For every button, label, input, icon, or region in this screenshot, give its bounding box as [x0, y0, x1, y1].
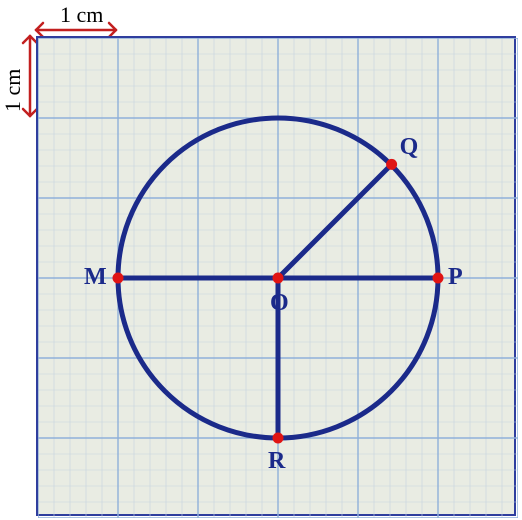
point-P	[433, 273, 444, 284]
graph-svg	[38, 38, 518, 518]
point-label-O: O	[270, 290, 289, 317]
point-Q	[386, 159, 397, 170]
point-M	[113, 273, 124, 284]
graph-paper	[36, 36, 516, 516]
point-label-Q: Q	[400, 134, 419, 161]
point-label-M: M	[84, 264, 107, 291]
point-O	[273, 273, 284, 284]
segment-O-Q	[278, 164, 392, 278]
point-label-R: R	[268, 448, 285, 475]
point-label-P: P	[448, 264, 463, 291]
diagram-root: 1 cm 1 cm O M P Q R	[0, 0, 522, 520]
point-R	[273, 433, 284, 444]
